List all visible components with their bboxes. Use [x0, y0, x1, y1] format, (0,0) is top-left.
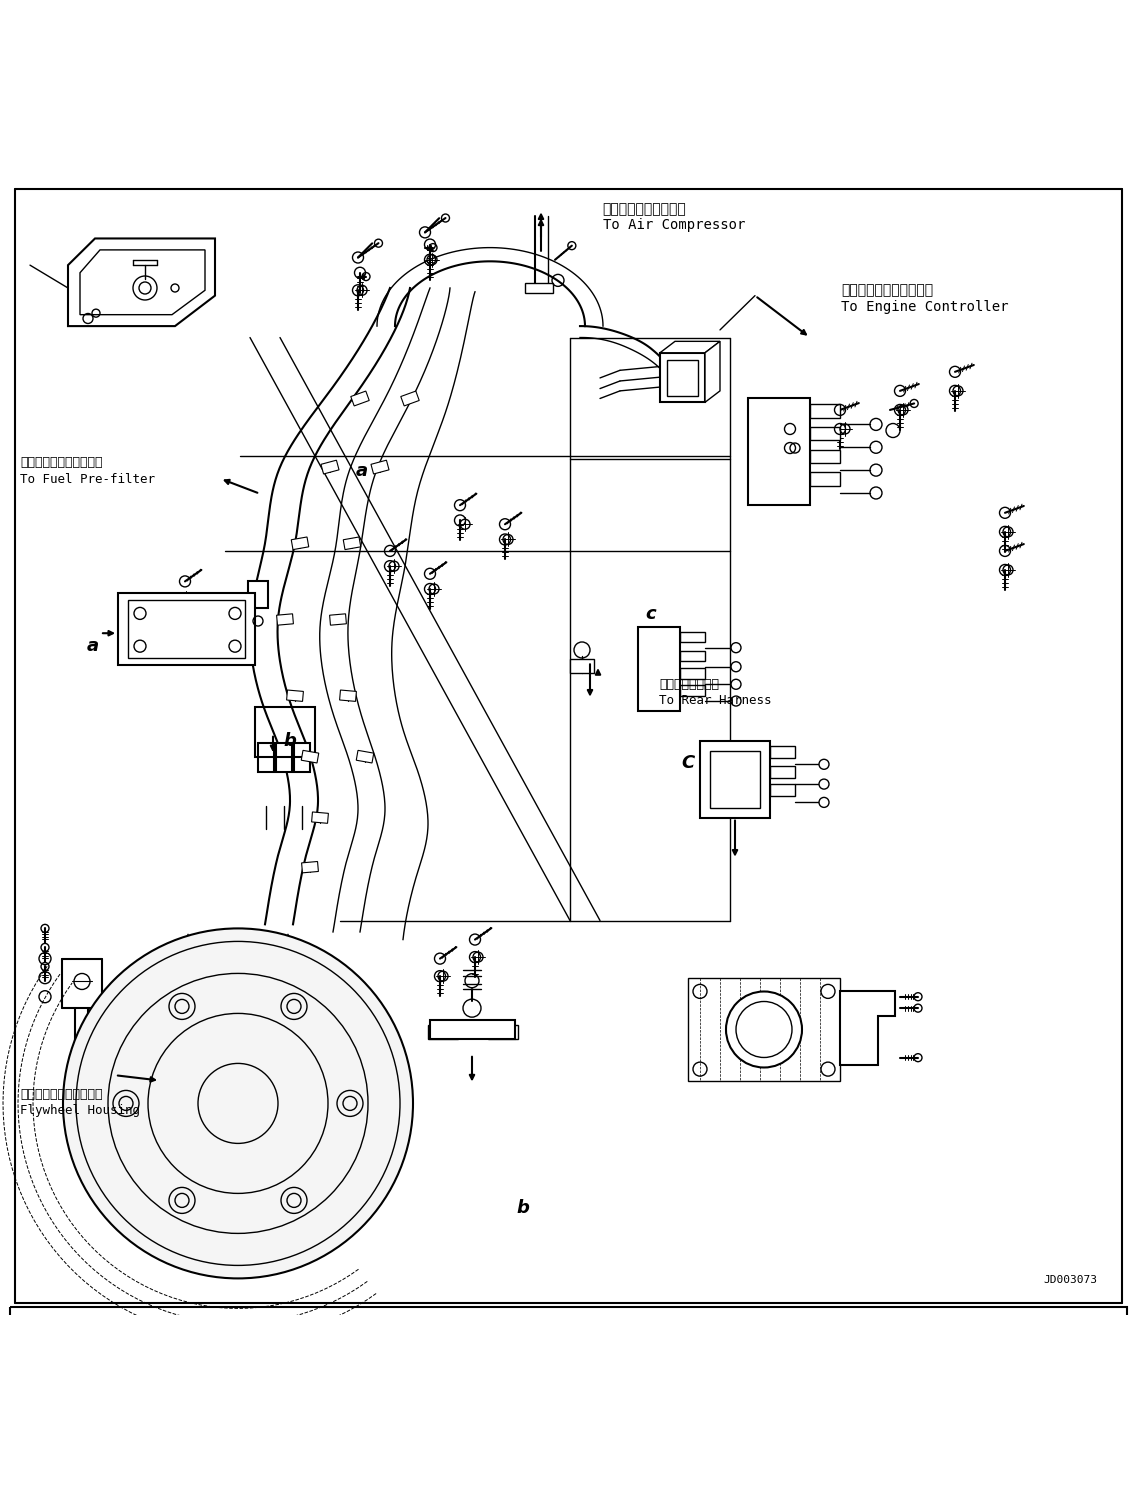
Polygon shape [638, 627, 680, 712]
Polygon shape [688, 977, 840, 1080]
Text: エンジンコントローラへ: エンジンコントローラへ [841, 283, 933, 297]
Bar [248, 582, 268, 609]
Bar [258, 743, 274, 771]
Polygon shape [430, 1019, 515, 1038]
Bar [810, 427, 840, 440]
Text: C: C [681, 753, 695, 771]
Polygon shape [705, 342, 720, 403]
Bar [810, 473, 840, 486]
Text: リヤーハーネスへ: リヤーハーネスへ [659, 679, 720, 691]
Circle shape [727, 992, 802, 1067]
Text: b: b [283, 733, 297, 750]
Polygon shape [301, 861, 318, 873]
Bar [770, 746, 795, 758]
Bar [276, 743, 292, 771]
Text: フライホイルハウジング: フライホイルハウジング [20, 1088, 103, 1101]
Polygon shape [840, 991, 895, 1065]
Text: To Air Compressor: To Air Compressor [603, 218, 745, 233]
Text: Flywheel Housing: Flywheel Housing [20, 1104, 141, 1116]
Circle shape [63, 928, 413, 1279]
Polygon shape [659, 342, 720, 352]
Polygon shape [312, 812, 329, 824]
Polygon shape [400, 391, 420, 406]
Text: To Engine Controller: To Engine Controller [841, 300, 1009, 313]
Text: To Rear Harness: To Rear Harness [659, 694, 772, 707]
Polygon shape [351, 391, 370, 406]
Text: JD003073: JD003073 [1044, 1276, 1097, 1285]
Polygon shape [80, 249, 205, 315]
Bar [294, 743, 310, 771]
Bar [770, 765, 795, 777]
Bar [680, 685, 705, 695]
Polygon shape [321, 460, 339, 474]
Text: エアーコンプレッサへ: エアーコンプレッサへ [603, 201, 687, 216]
Polygon shape [371, 460, 389, 474]
Text: a: a [356, 463, 367, 480]
Bar [680, 631, 705, 643]
Bar [255, 707, 315, 756]
Polygon shape [340, 689, 356, 701]
Polygon shape [748, 398, 810, 506]
Text: a: a [88, 637, 99, 655]
Bar [570, 659, 594, 673]
Bar [810, 404, 840, 418]
Bar [428, 1025, 458, 1038]
Bar [680, 668, 705, 679]
Text: フェエルプリフィルタへ: フェエルプリフィルタへ [20, 455, 103, 468]
Polygon shape [276, 613, 293, 625]
Polygon shape [287, 689, 304, 701]
Polygon shape [343, 537, 360, 549]
Text: c: c [645, 606, 656, 624]
Polygon shape [118, 592, 255, 665]
Polygon shape [330, 613, 347, 625]
Bar [488, 1025, 518, 1038]
Bar [680, 651, 705, 661]
Text: b: b [516, 1198, 530, 1216]
Polygon shape [700, 742, 770, 818]
Polygon shape [301, 750, 318, 762]
Bar [770, 785, 795, 797]
Bar [525, 282, 553, 294]
Text: To Fuel Pre-filter: To Fuel Pre-filter [20, 473, 156, 485]
Polygon shape [291, 537, 309, 549]
Bar [810, 449, 840, 464]
Polygon shape [659, 352, 705, 403]
Polygon shape [356, 750, 374, 762]
